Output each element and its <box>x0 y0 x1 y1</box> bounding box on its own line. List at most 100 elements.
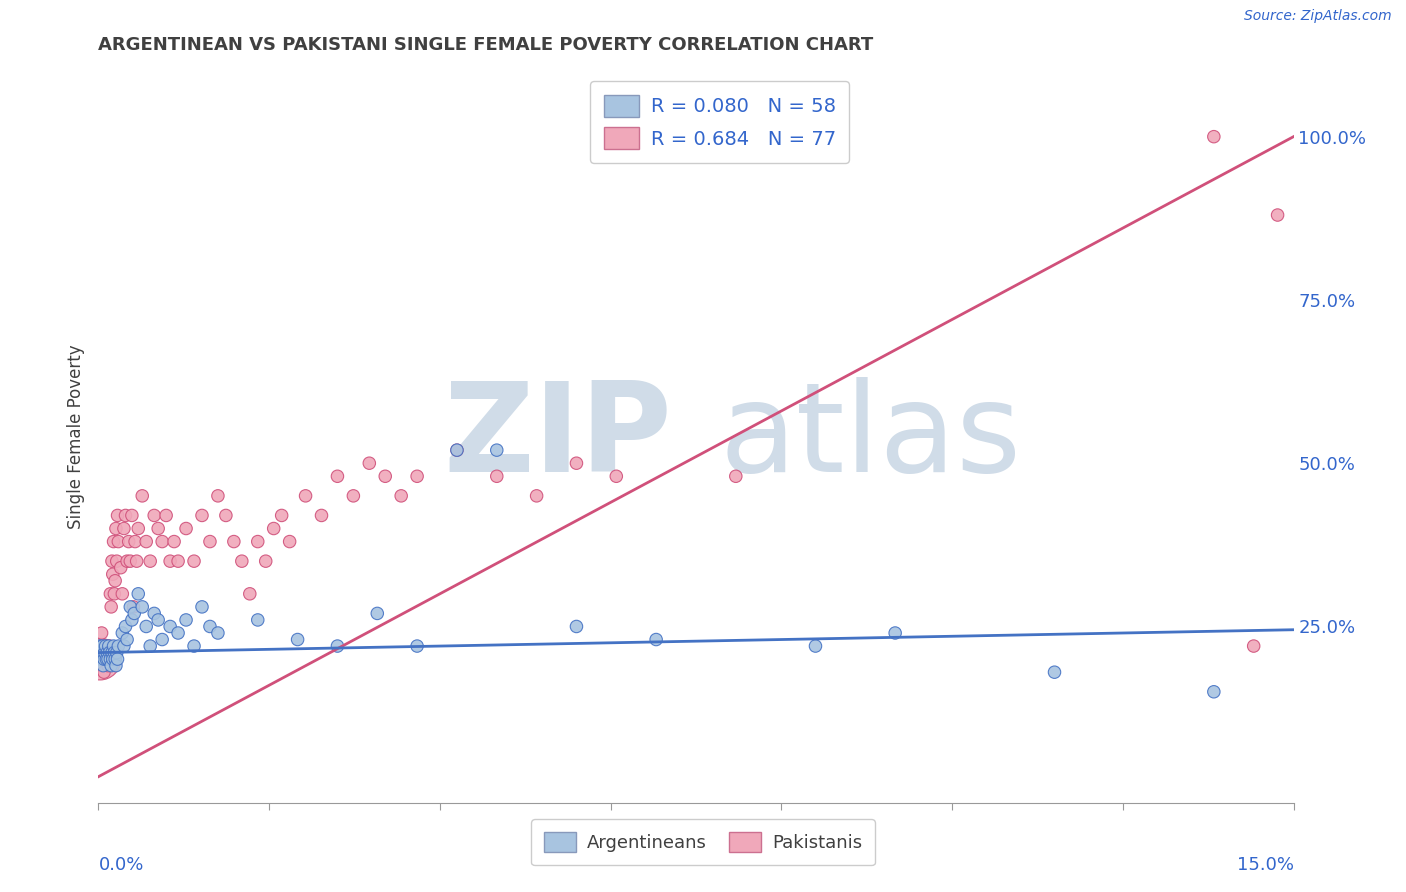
Point <box>97 646 120 660</box>
Point <box>94 646 117 660</box>
Point <box>90 652 112 666</box>
Legend: Argentineans, Pakistanis: Argentineans, Pakistanis <box>531 819 875 865</box>
Point <box>565 619 588 633</box>
Point <box>246 613 269 627</box>
Point <box>94 652 117 666</box>
Point <box>94 639 117 653</box>
Point <box>118 534 141 549</box>
Point <box>167 554 190 568</box>
Point <box>366 607 388 621</box>
Point <box>96 652 118 666</box>
Point <box>93 652 115 666</box>
Text: ARGENTINEAN VS PAKISTANI SINGLE FEMALE POVERTY CORRELATION CHART: ARGENTINEAN VS PAKISTANI SINGLE FEMALE P… <box>98 36 873 54</box>
Point <box>124 607 146 621</box>
Point <box>884 626 907 640</box>
Point <box>326 469 349 483</box>
Point <box>294 489 316 503</box>
Point <box>103 639 125 653</box>
Point <box>114 619 136 633</box>
Point <box>139 639 162 653</box>
Point <box>342 489 364 503</box>
Point <box>103 587 125 601</box>
Point <box>287 632 309 647</box>
Point <box>114 508 136 523</box>
Point <box>97 658 120 673</box>
Point <box>150 632 173 647</box>
Point <box>107 639 129 653</box>
Point <box>159 554 181 568</box>
Point <box>148 613 170 627</box>
Point <box>127 521 149 535</box>
Point <box>131 599 153 614</box>
Point <box>100 599 122 614</box>
Point <box>1202 685 1225 699</box>
Point <box>485 469 508 483</box>
Point <box>96 652 118 666</box>
Point <box>90 639 112 653</box>
Point <box>406 639 429 653</box>
Point <box>526 489 548 503</box>
Point <box>105 554 128 568</box>
Point <box>191 508 214 523</box>
Point <box>239 587 262 601</box>
Point <box>89 639 111 653</box>
Point <box>150 534 173 549</box>
Point <box>96 646 118 660</box>
Point <box>120 554 142 568</box>
Point <box>111 587 134 601</box>
Point <box>263 521 285 535</box>
Point <box>207 626 229 640</box>
Point <box>89 652 111 666</box>
Point <box>101 567 124 582</box>
Point <box>191 599 214 614</box>
Legend: R = 0.080   N = 58, R = 0.684   N = 77: R = 0.080 N = 58, R = 0.684 N = 77 <box>591 81 849 163</box>
Point <box>1202 129 1225 144</box>
Point <box>143 508 166 523</box>
Point <box>97 652 120 666</box>
Point <box>270 508 292 523</box>
Point <box>485 443 508 458</box>
Point <box>100 652 122 666</box>
Point <box>121 508 143 523</box>
Point <box>804 639 827 653</box>
Point <box>222 534 245 549</box>
Point <box>124 534 146 549</box>
Point <box>125 554 148 568</box>
Point <box>122 599 145 614</box>
Point <box>163 534 186 549</box>
Point <box>90 626 112 640</box>
Point <box>107 508 129 523</box>
Point <box>103 646 125 660</box>
Point <box>359 456 381 470</box>
Point <box>174 521 197 535</box>
Point <box>112 639 135 653</box>
Point <box>110 560 132 574</box>
Point <box>98 639 121 653</box>
Point <box>198 534 221 549</box>
Point <box>311 508 333 523</box>
Point <box>103 534 125 549</box>
Point <box>139 554 162 568</box>
Point <box>326 639 349 653</box>
Text: atlas: atlas <box>720 376 1022 498</box>
Text: ZIP: ZIP <box>443 376 672 498</box>
Point <box>374 469 396 483</box>
Point <box>446 443 468 458</box>
Point <box>389 489 412 503</box>
Point <box>278 534 301 549</box>
Point <box>254 554 277 568</box>
Point <box>91 646 114 660</box>
Point <box>115 632 138 647</box>
Point <box>143 607 166 621</box>
Point <box>183 639 205 653</box>
Point <box>104 574 127 588</box>
Point <box>90 646 112 660</box>
Point <box>183 554 205 568</box>
Point <box>406 469 429 483</box>
Point <box>605 469 627 483</box>
Point <box>91 639 114 653</box>
Point <box>101 646 124 660</box>
Point <box>97 639 120 653</box>
Point <box>104 652 127 666</box>
Point <box>159 619 181 633</box>
